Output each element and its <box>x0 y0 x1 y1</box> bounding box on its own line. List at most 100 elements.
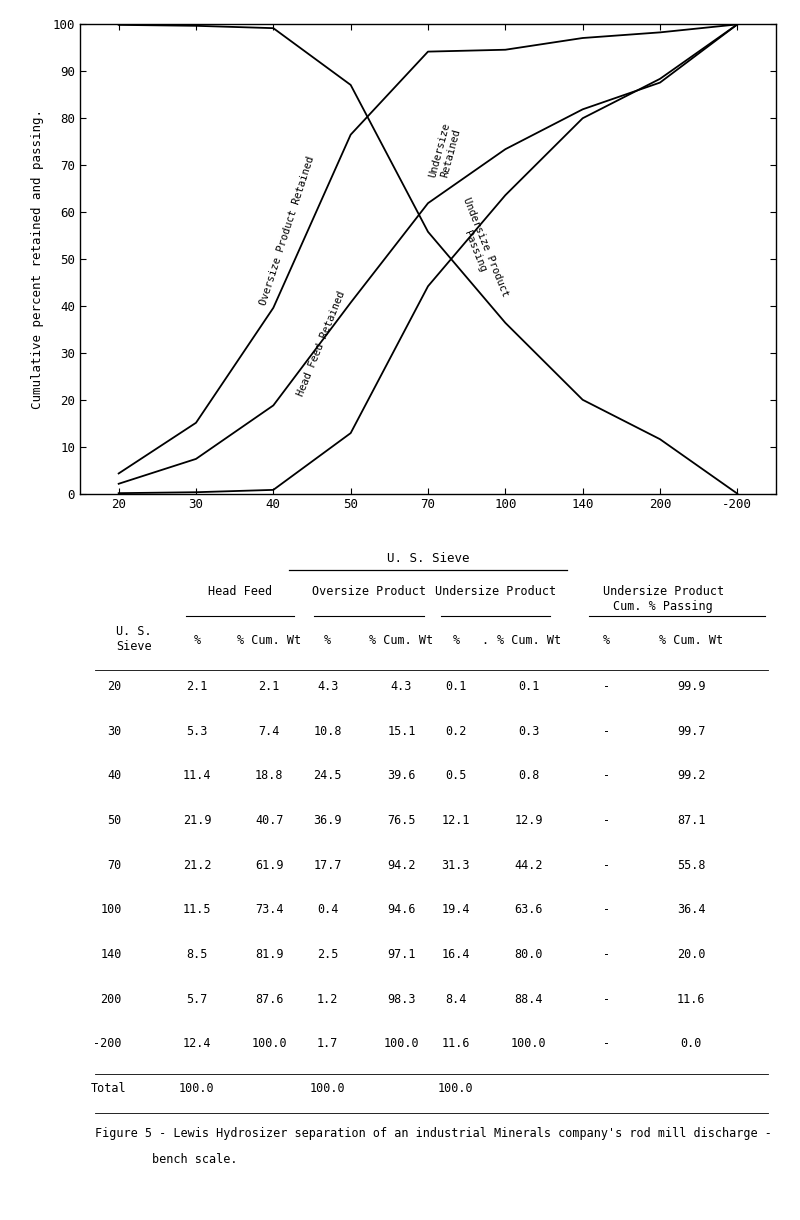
Text: 2.1: 2.1 <box>258 680 280 693</box>
Text: 24.5: 24.5 <box>314 770 342 782</box>
Text: 21.9: 21.9 <box>182 814 211 827</box>
Text: -: - <box>602 859 610 871</box>
Text: 4.3: 4.3 <box>391 680 412 693</box>
Text: -: - <box>602 948 610 961</box>
Text: 0.3: 0.3 <box>518 725 540 738</box>
Text: 12.9: 12.9 <box>514 814 543 827</box>
Text: 100.0: 100.0 <box>438 1082 474 1096</box>
Text: 36.4: 36.4 <box>677 903 706 916</box>
Text: -: - <box>602 770 610 782</box>
Text: Total: Total <box>90 1082 126 1096</box>
Text: 11.6: 11.6 <box>442 1037 470 1050</box>
Text: 100: 100 <box>100 903 122 916</box>
Text: 40: 40 <box>107 770 122 782</box>
Text: 87.6: 87.6 <box>255 993 283 1005</box>
Text: -: - <box>602 725 610 738</box>
Text: -: - <box>602 993 610 1005</box>
Text: 30: 30 <box>107 725 122 738</box>
Text: Undersize Product
Cum. % Passing: Undersize Product Cum. % Passing <box>602 584 724 612</box>
Text: -: - <box>602 1037 610 1050</box>
Text: 61.9: 61.9 <box>255 859 283 871</box>
Text: % Cum. Wt: % Cum. Wt <box>659 634 723 647</box>
Text: 39.6: 39.6 <box>387 770 416 782</box>
Text: 200: 200 <box>100 993 122 1005</box>
Text: 99.7: 99.7 <box>677 725 706 738</box>
Text: 94.2: 94.2 <box>387 859 416 871</box>
Text: 100.0: 100.0 <box>511 1037 546 1050</box>
Text: 12.1: 12.1 <box>442 814 470 827</box>
Text: Head Feed Retained: Head Feed Retained <box>295 289 347 398</box>
Text: 18.8: 18.8 <box>255 770 283 782</box>
Text: 100.0: 100.0 <box>310 1082 346 1096</box>
Text: 2.1: 2.1 <box>186 680 208 693</box>
Text: -: - <box>602 814 610 827</box>
Text: 44.2: 44.2 <box>514 859 543 871</box>
Text: 98.3: 98.3 <box>387 993 416 1005</box>
Text: 11.5: 11.5 <box>182 903 211 916</box>
Text: 70: 70 <box>107 859 122 871</box>
Text: 21.2: 21.2 <box>182 859 211 871</box>
Text: 80.0: 80.0 <box>514 948 543 961</box>
Text: 100.0: 100.0 <box>179 1082 214 1096</box>
Text: 1.7: 1.7 <box>317 1037 338 1050</box>
Text: %: % <box>194 634 201 647</box>
Text: Oversize Product: Oversize Product <box>312 584 426 598</box>
Text: 12.4: 12.4 <box>182 1037 211 1050</box>
Text: 11.6: 11.6 <box>677 993 706 1005</box>
Text: 10.8: 10.8 <box>314 725 342 738</box>
Text: 4.3: 4.3 <box>317 680 338 693</box>
Text: 11.4: 11.4 <box>182 770 211 782</box>
Text: 19.4: 19.4 <box>442 903 470 916</box>
Text: Undersize
Retained: Undersize Retained <box>427 121 462 181</box>
Text: U. S. Sieve: U. S. Sieve <box>386 551 470 565</box>
Text: 1.2: 1.2 <box>317 993 338 1005</box>
Text: 55.8: 55.8 <box>677 859 706 871</box>
Text: %: % <box>452 634 459 647</box>
Text: -: - <box>602 680 610 693</box>
Text: 8.4: 8.4 <box>445 993 466 1005</box>
Text: 0.4: 0.4 <box>317 903 338 916</box>
Text: -200: -200 <box>94 1037 122 1050</box>
Text: 5.7: 5.7 <box>186 993 208 1005</box>
Text: 73.4: 73.4 <box>255 903 283 916</box>
Text: 50: 50 <box>107 814 122 827</box>
Text: 31.3: 31.3 <box>442 859 470 871</box>
Text: 99.2: 99.2 <box>677 770 706 782</box>
Text: 15.1: 15.1 <box>387 725 416 738</box>
Text: -: - <box>602 903 610 916</box>
Text: % Cum. Wt: % Cum. Wt <box>370 634 434 647</box>
Text: 99.9: 99.9 <box>677 680 706 693</box>
Text: 8.5: 8.5 <box>186 948 208 961</box>
Y-axis label: Cumulative percent retained and passing.: Cumulative percent retained and passing. <box>31 109 44 409</box>
Text: Head Feed: Head Feed <box>208 584 272 598</box>
Text: 87.1: 87.1 <box>677 814 706 827</box>
Text: .: . <box>482 634 489 647</box>
Text: 7.4: 7.4 <box>258 725 280 738</box>
Text: 0.8: 0.8 <box>518 770 540 782</box>
Text: 140: 140 <box>100 948 122 961</box>
Text: 0.1: 0.1 <box>518 680 540 693</box>
Text: % Cum. Wt: % Cum. Wt <box>497 634 561 647</box>
Text: U. S.
Sieve: U. S. Sieve <box>116 626 152 654</box>
Text: Undersize Product: Undersize Product <box>435 584 556 598</box>
Text: 88.4: 88.4 <box>514 993 543 1005</box>
Text: 94.6: 94.6 <box>387 903 416 916</box>
Text: bench scale.: bench scale. <box>95 1153 238 1166</box>
Text: 0.0: 0.0 <box>681 1037 702 1050</box>
Text: %: % <box>324 634 331 647</box>
Text: %: % <box>602 634 610 647</box>
Text: 17.7: 17.7 <box>314 859 342 871</box>
Text: 81.9: 81.9 <box>255 948 283 961</box>
Text: 97.1: 97.1 <box>387 948 416 961</box>
Text: 100.0: 100.0 <box>384 1037 419 1050</box>
Text: 2.5: 2.5 <box>317 948 338 961</box>
Text: 20: 20 <box>107 680 122 693</box>
Text: Figure 5 - Lewis Hydrosizer separation of an industrial Minerals company's rod m: Figure 5 - Lewis Hydrosizer separation o… <box>95 1126 772 1139</box>
Text: 20.0: 20.0 <box>677 948 706 961</box>
Text: 16.4: 16.4 <box>442 948 470 961</box>
Text: 5.3: 5.3 <box>186 725 208 738</box>
Text: 100.0: 100.0 <box>251 1037 287 1050</box>
Text: 63.6: 63.6 <box>514 903 543 916</box>
Text: % Cum. Wt: % Cum. Wt <box>238 634 302 647</box>
Text: 0.1: 0.1 <box>445 680 466 693</box>
